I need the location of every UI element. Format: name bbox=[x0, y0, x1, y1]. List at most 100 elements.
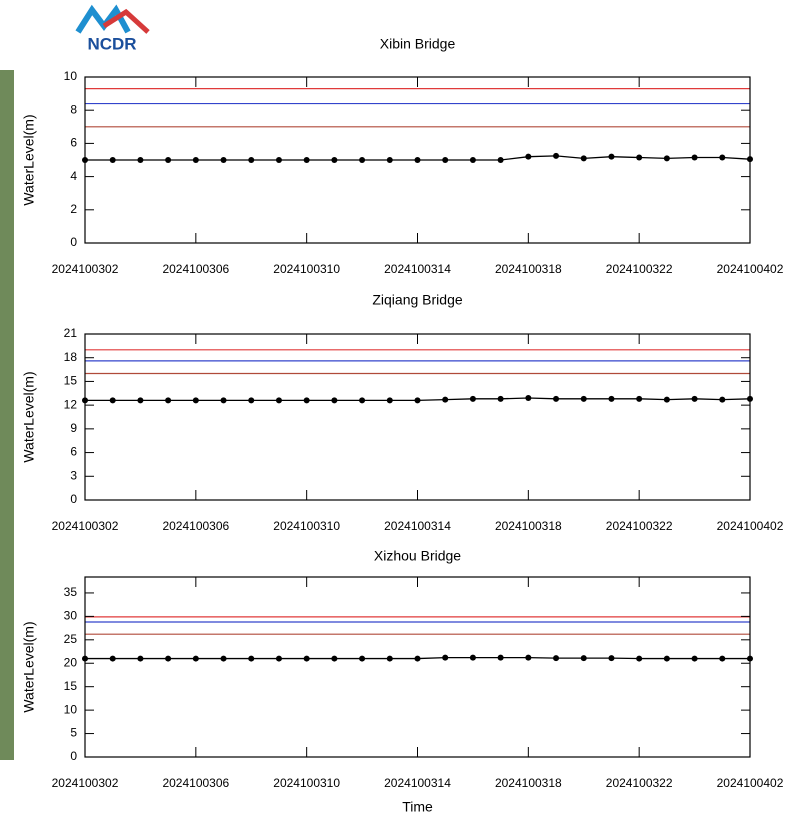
data-point bbox=[691, 395, 698, 402]
data-point bbox=[747, 156, 753, 163]
data-point bbox=[192, 397, 199, 404]
data-point bbox=[469, 395, 476, 402]
plot-frame bbox=[84, 333, 751, 501]
data-point bbox=[275, 397, 282, 404]
data-point bbox=[414, 397, 421, 404]
x-tick-label: 2024100402 bbox=[717, 519, 784, 533]
x-tick-label: 2024100306 bbox=[162, 262, 229, 276]
data-point bbox=[580, 655, 587, 662]
data-point bbox=[165, 157, 172, 163]
data-point bbox=[331, 157, 338, 163]
x-tick-label: 2024100302 bbox=[52, 262, 119, 276]
data-point bbox=[331, 655, 338, 662]
data-point bbox=[719, 154, 726, 161]
y-axis-label: WaterLevel(m) bbox=[21, 621, 37, 712]
data-point bbox=[663, 396, 670, 403]
logo-text: NCDR bbox=[87, 34, 136, 53]
y-tick-label: 2 bbox=[70, 202, 77, 216]
y-tick-label: 9 bbox=[70, 421, 77, 435]
data-point bbox=[608, 395, 615, 402]
data-point bbox=[386, 655, 393, 662]
data-point bbox=[248, 655, 255, 662]
data-point bbox=[165, 655, 172, 662]
data-point bbox=[608, 153, 615, 160]
logo-mark bbox=[102, 8, 150, 34]
data-point bbox=[691, 655, 698, 662]
data-point bbox=[553, 655, 560, 662]
data-point bbox=[192, 655, 199, 662]
data-point bbox=[275, 157, 282, 163]
data-point bbox=[580, 155, 587, 162]
x-tick-label: 2024100310 bbox=[273, 262, 340, 276]
data-point bbox=[248, 157, 255, 163]
data-point bbox=[82, 157, 88, 163]
data-point bbox=[109, 655, 116, 662]
x-tick-label: 2024100302 bbox=[52, 776, 119, 790]
y-tick-label: 6 bbox=[70, 136, 77, 150]
x-tick-label: 2024100402 bbox=[717, 776, 784, 790]
data-point bbox=[414, 157, 421, 163]
y-tick-label: 4 bbox=[70, 169, 77, 183]
data-point bbox=[359, 157, 366, 163]
data-point bbox=[636, 154, 643, 161]
data-point bbox=[137, 157, 144, 163]
data-point bbox=[386, 397, 393, 404]
chart-title: Ziqiang Bridge bbox=[372, 292, 462, 308]
data-point bbox=[663, 155, 670, 162]
x-tick-label: 2024100322 bbox=[606, 262, 673, 276]
data-point bbox=[137, 655, 144, 662]
y-axis-label: WaterLevel(m) bbox=[21, 114, 37, 205]
data-point bbox=[303, 157, 310, 163]
x-tick-label: 2024100318 bbox=[495, 262, 562, 276]
y-tick-label: 15 bbox=[64, 374, 78, 388]
y-tick-label: 12 bbox=[64, 397, 78, 411]
chart-title: Xibin Bridge bbox=[380, 36, 456, 52]
data-point bbox=[747, 655, 753, 662]
x-tick-label: 2024100402 bbox=[717, 262, 784, 276]
data-point bbox=[608, 655, 615, 662]
x-axis-label: Time bbox=[402, 799, 433, 813]
data-point bbox=[109, 397, 116, 404]
x-tick-label: 2024100314 bbox=[384, 519, 451, 533]
y-tick-label: 0 bbox=[70, 492, 77, 506]
y-tick-label: 30 bbox=[64, 609, 78, 623]
data-point bbox=[165, 397, 172, 404]
data-point bbox=[442, 396, 449, 403]
data-point bbox=[303, 655, 310, 662]
data-point bbox=[303, 397, 310, 404]
data-point bbox=[137, 397, 144, 404]
data-point bbox=[469, 654, 476, 661]
data-point bbox=[497, 654, 504, 661]
chart-title: Xizhou Bridge bbox=[374, 548, 461, 564]
data-point bbox=[580, 395, 587, 402]
data-point bbox=[248, 397, 255, 404]
y-tick-label: 3 bbox=[70, 468, 77, 482]
data-point bbox=[553, 152, 560, 159]
data-point bbox=[359, 397, 366, 404]
y-tick-label: 35 bbox=[64, 585, 78, 599]
data-point bbox=[525, 153, 532, 160]
data-point bbox=[220, 655, 227, 662]
data-point bbox=[359, 655, 366, 662]
data-point bbox=[553, 395, 560, 402]
x-tick-label: 2024100306 bbox=[162, 519, 229, 533]
data-point bbox=[497, 157, 504, 163]
x-tick-label: 2024100322 bbox=[606, 519, 673, 533]
y-tick-label: 15 bbox=[64, 679, 78, 693]
data-point bbox=[442, 157, 449, 163]
x-tick-label: 2024100318 bbox=[495, 519, 562, 533]
y-tick-label: 10 bbox=[64, 702, 78, 716]
data-point bbox=[192, 157, 199, 163]
y-tick-label: 20 bbox=[64, 655, 78, 669]
data-point bbox=[82, 397, 88, 404]
data-point bbox=[747, 395, 753, 402]
data-point bbox=[414, 655, 421, 662]
data-point bbox=[525, 395, 532, 402]
x-tick-label: 2024100314 bbox=[384, 776, 451, 790]
data-point bbox=[469, 157, 476, 163]
y-tick-label: 18 bbox=[64, 350, 78, 364]
data-point bbox=[497, 395, 504, 402]
y-tick-label: 8 bbox=[70, 102, 77, 116]
map-strip bbox=[0, 70, 14, 760]
